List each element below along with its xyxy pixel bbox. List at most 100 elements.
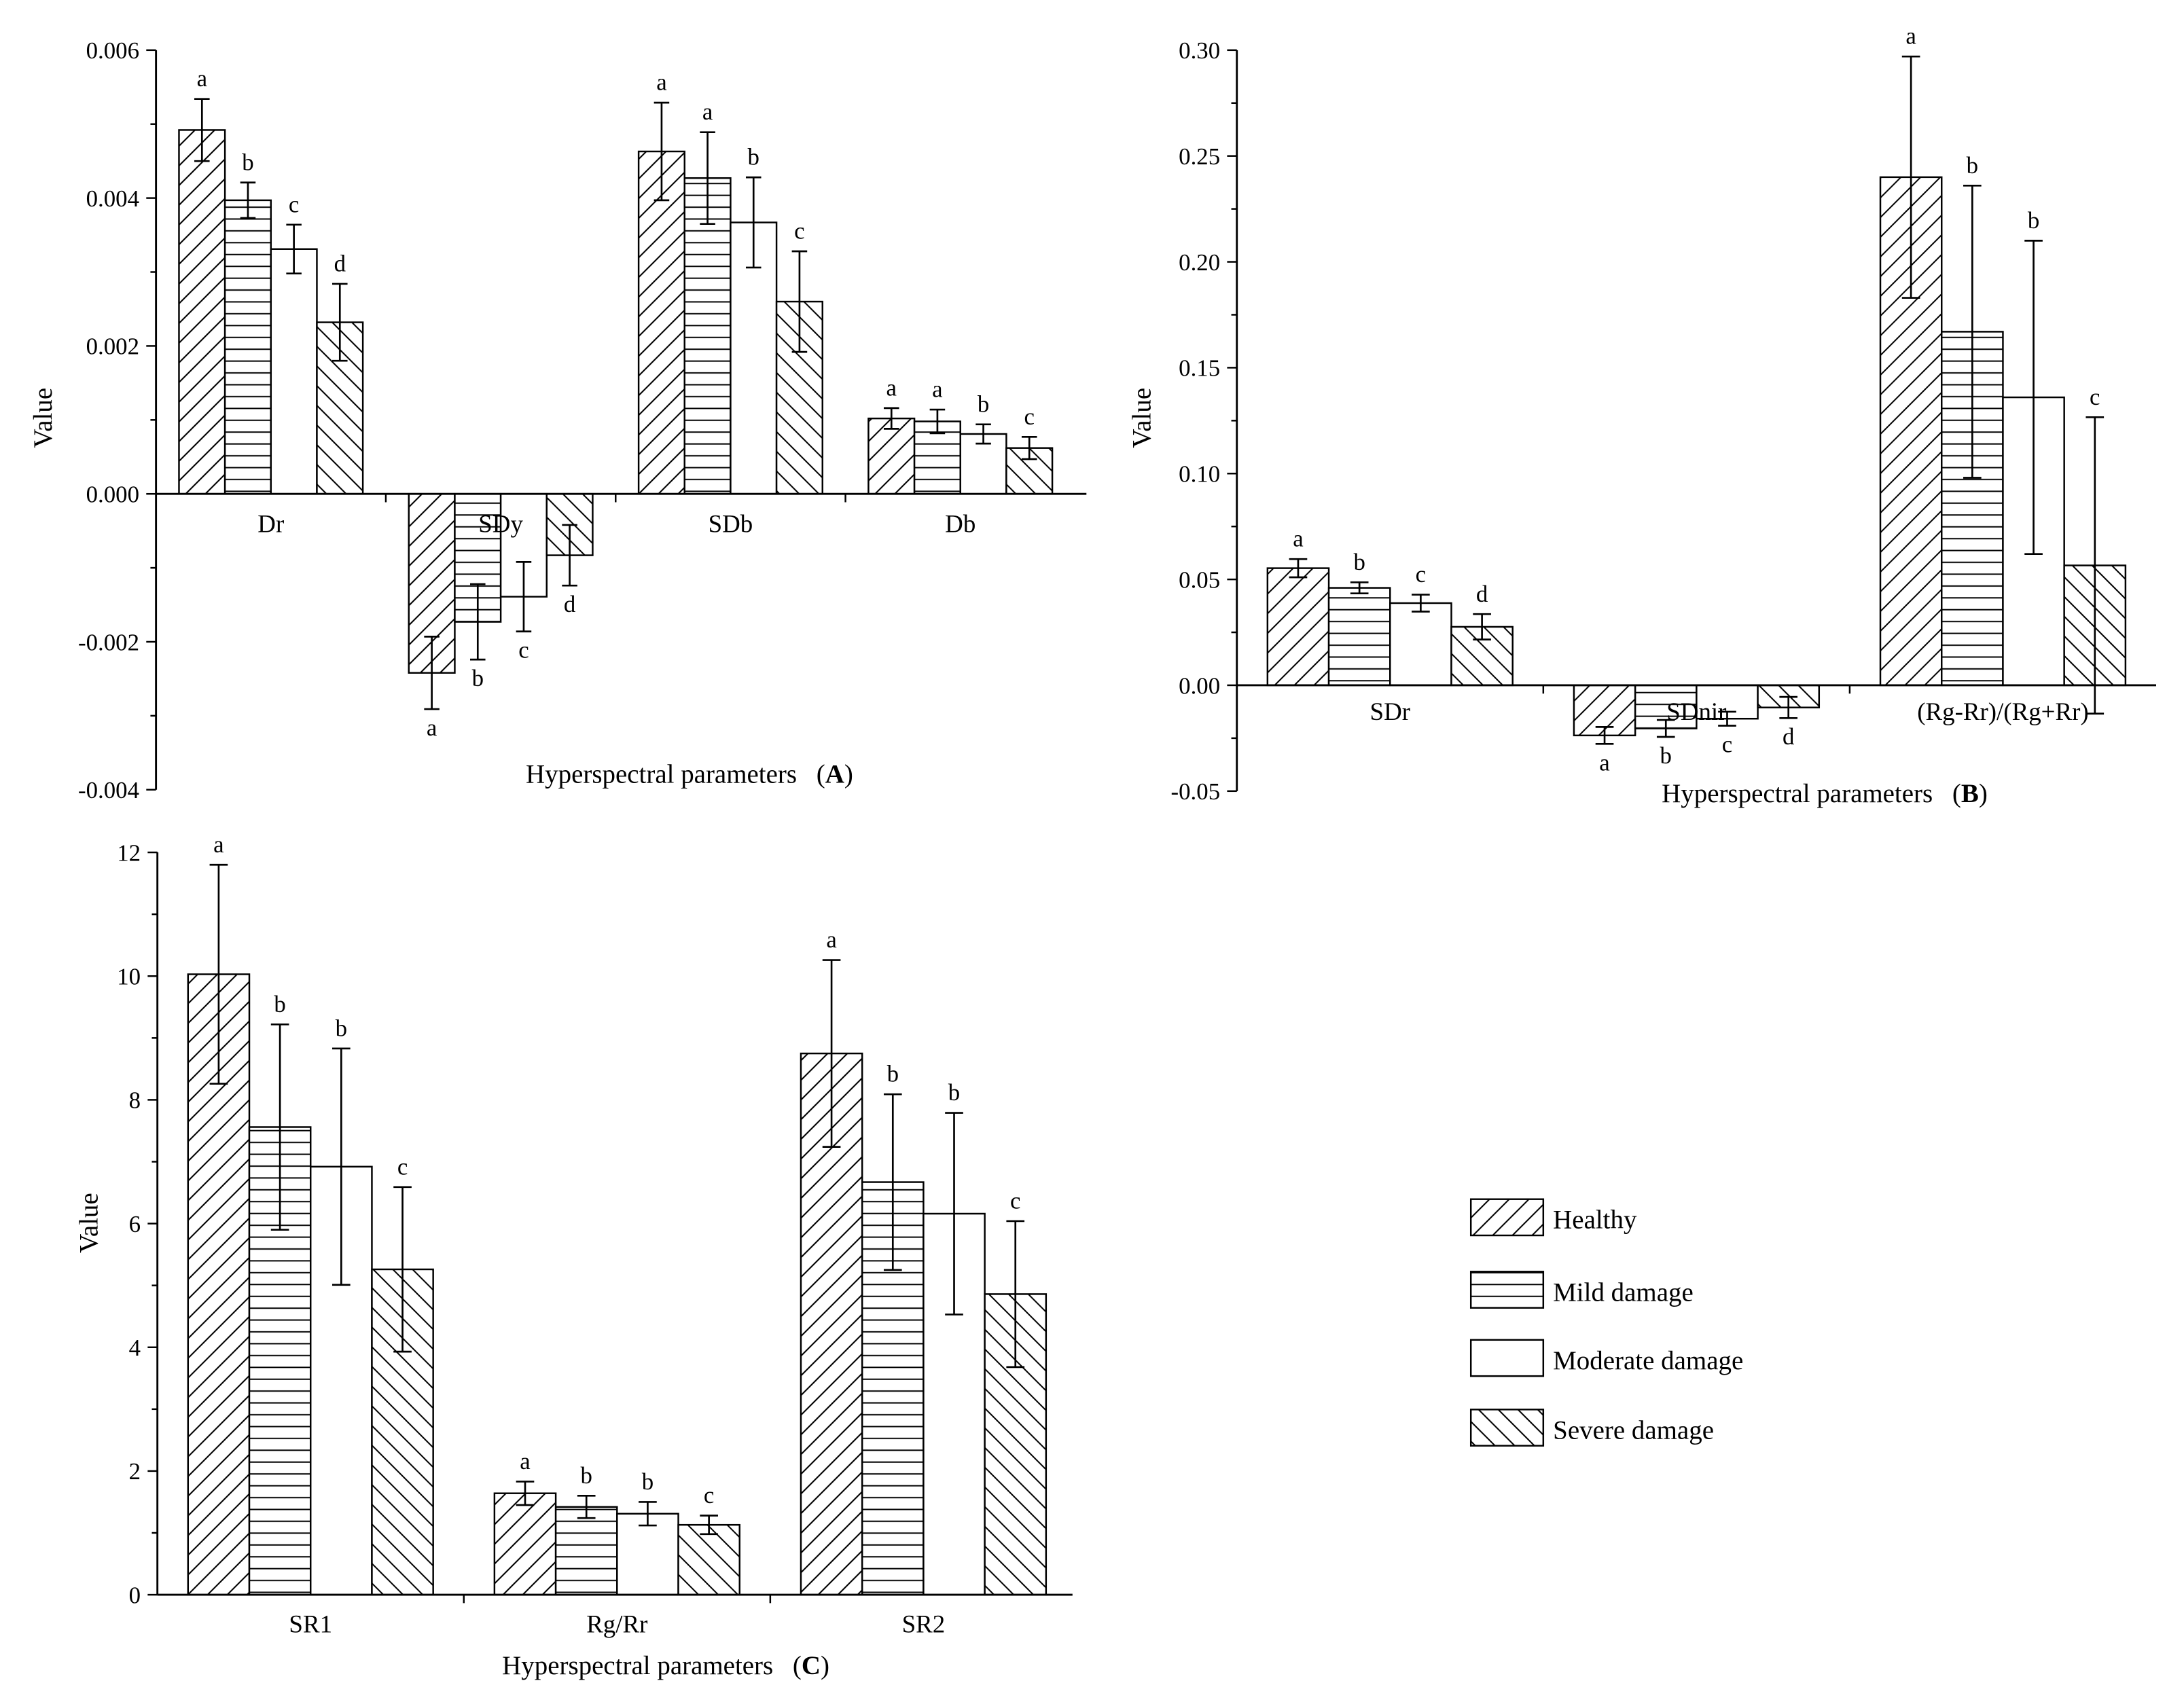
error-bar-a-sdy-severe-damage — [562, 524, 577, 587]
legend-swatch-moderate-damage — [1469, 1339, 1545, 1377]
error-bar-c-sr1-healthy — [209, 863, 228, 1085]
significance-letter-c-sr1-healthy: a — [213, 831, 223, 858]
panel-letter-a: A — [825, 760, 844, 789]
y-axis-title-b: Value — [1128, 388, 1157, 448]
panel-paren-close-c: ) — [821, 1651, 829, 1680]
error-bar-a-dr-moderate-damage — [286, 223, 302, 275]
error-bar-c-sr2-severe-damage — [1006, 1220, 1025, 1369]
category-label-c-sr1: SR1 — [289, 1610, 332, 1637]
error-bar-b-sdnir-moderate-damage — [1718, 710, 1736, 727]
y-tick-label-b-0: -0.05 — [1171, 778, 1221, 805]
significance-letter-c-sr2-moderate-damage: b — [948, 1079, 960, 1106]
y-tick-label-b-5: 0.20 — [1179, 249, 1220, 276]
error-bars-b — [1289, 55, 2105, 745]
y-tick-label-b-4: 0.15 — [1179, 355, 1220, 382]
legend-label-moderate-damage: Moderate damage — [1553, 1346, 1743, 1375]
significance-letter-b-sdr-healthy: a — [1293, 526, 1303, 552]
significance-letter-c-sr1-moderate-damage: b — [336, 1015, 347, 1041]
legend-label-mild-damage: Mild damage — [1553, 1278, 1694, 1307]
category-labels-a: Dr SDy SDb Db — [257, 509, 975, 537]
y-tick-label-c-6: 12 — [117, 839, 141, 866]
y-tick-label-b-7: 0.30 — [1179, 37, 1220, 64]
legend-item-healthy: Healthy — [1469, 1198, 1637, 1237]
error-bar-a-sdb-healthy — [654, 101, 670, 202]
bar-b-sdr-healthy — [1266, 567, 1330, 687]
bar-b-sdr-moderate-damage — [1389, 602, 1452, 687]
error-bar-a-dr-mild-damage — [240, 181, 256, 219]
error-bar-a-sdy-mild-damage — [470, 583, 486, 661]
axes-a: -0.004 -0.002 0.000 0.002 0.004 0.006 — [78, 37, 1087, 803]
significance-letter-a-sdb-moderate-damage: b — [748, 144, 759, 170]
significance-letter-a-db-moderate-damage: b — [978, 391, 989, 417]
panel-paren-close-a: ) — [844, 760, 853, 789]
y-tick-label-b-3: 0.10 — [1179, 461, 1220, 488]
panel-letter-c: C — [802, 1651, 821, 1680]
y-axis-title-c: Value — [75, 1193, 104, 1253]
legend: Healthy Mild damage Moderate damage Seve… — [1469, 1198, 1743, 1447]
significance-letter-a-sdb-severe-damage: c — [794, 218, 804, 245]
error-bar-a-dr-severe-damage — [332, 283, 348, 362]
y-tick-label-a-1: -0.002 — [78, 629, 139, 655]
bar-a-db-healthy — [867, 417, 916, 495]
significance-letter-a-sdy-severe-damage: d — [564, 591, 575, 617]
significance-letter-a-dr-healthy: a — [197, 65, 207, 92]
legend-label-severe-damage: Severe damage — [1553, 1415, 1714, 1445]
bar-c-rg-rr-mild-damage — [554, 1506, 618, 1596]
error-bar-a-db-severe-damage — [1021, 436, 1037, 460]
significance-letter-a-sdb-healthy: a — [656, 69, 666, 96]
bars-a — [178, 129, 1054, 674]
error-bar-a-sdb-severe-damage — [791, 250, 808, 353]
significance-letter-a-dr-mild-damage: b — [242, 149, 253, 175]
bar-c-rg-rr-healthy — [493, 1492, 557, 1596]
bar-a-sdb-mild-damage — [683, 177, 732, 495]
error-bar-b-sdr-severe-damage — [1473, 613, 1491, 640]
legend-swatch-severe-damage — [1469, 1409, 1545, 1447]
error-bar-b-rg-rr-rg-rr-healthy — [1901, 55, 1920, 299]
y-tick-label-a-5: 0.006 — [86, 37, 139, 64]
error-bar-a-db-mild-damage — [929, 408, 946, 435]
category-label-b-sdr: SDr — [1370, 698, 1410, 725]
significance-letter-a-dr-moderate-damage: c — [289, 191, 299, 217]
error-bar-b-sdr-healthy — [1289, 558, 1308, 579]
error-bar-b-sdnir-severe-damage — [1779, 695, 1798, 719]
error-bar-a-sdb-moderate-damage — [745, 176, 762, 269]
error-bar-b-sdnir-mild-damage — [1656, 719, 1675, 738]
significance-letter-b-rg-rr-rg-rr-severe-damage: c — [2090, 384, 2100, 410]
error-bar-b-rg-rr-rg-rr-severe-damage — [2085, 416, 2105, 715]
significance-letter-b-rg-rr-rg-rr-mild-damage: b — [1967, 152, 1978, 179]
significance-letter-c-sr1-mild-damage: b — [274, 991, 285, 1017]
significance-letter-a-db-healthy: a — [887, 374, 897, 401]
significance-letter-b-sdr-severe-damage: d — [1476, 581, 1488, 607]
significance-letter-c-rg-rr-healthy: a — [520, 1448, 530, 1474]
x-axis-title-text-a: Hyperspectral parameters — [526, 760, 797, 789]
x-axis-title-c: Hyperspectral parameters (C) — [502, 1651, 829, 1680]
error-bar-c-rg-rr-mild-damage — [577, 1495, 596, 1519]
panel-paren-open-a: ( — [817, 760, 825, 789]
significance-letter-c-rg-rr-moderate-damage: b — [642, 1468, 654, 1495]
category-labels-c: SR1 Rg/Rr SR2 — [289, 1610, 945, 1637]
significance-letter-c-sr2-healthy: a — [826, 926, 836, 953]
significance-letter-a-db-severe-damage: c — [1024, 403, 1034, 430]
significance-letter-b-sdnir-healthy: a — [1599, 749, 1609, 776]
panel-paren-open-b: ( — [1952, 779, 1961, 808]
panel-letter-b: B — [1961, 779, 1979, 808]
y-tick-label-c-2: 4 — [129, 1335, 141, 1361]
y-tick-label-b-6: 0.25 — [1179, 143, 1220, 170]
category-label-a-db: Db — [945, 509, 975, 537]
significance-letters-c: a b b c a b b c a b b c — [213, 831, 1020, 1508]
significance-letter-c-sr2-mild-damage: b — [887, 1061, 899, 1087]
error-bar-c-rg-rr-moderate-damage — [639, 1501, 657, 1527]
category-label-c-sr2: SR2 — [902, 1610, 946, 1637]
bar-a-dr-mild-damage — [223, 199, 272, 495]
category-label-b-rg-rr-rg-rr: (Rg-Rr)/(Rg+Rr) — [1917, 698, 2088, 726]
category-label-a-dr: Dr — [257, 509, 284, 537]
x-axis-title-text-c: Hyperspectral parameters — [502, 1651, 773, 1680]
error-bar-a-sdy-moderate-damage — [516, 561, 532, 633]
legend-item-severe-damage: Severe damage — [1469, 1409, 1714, 1447]
significance-letter-a-sdy-mild-damage: b — [472, 665, 484, 691]
significance-letter-b-sdr-mild-damage: b — [1353, 549, 1365, 575]
axes-c: 0 2 4 6 8 10 12 — [117, 839, 1073, 1608]
error-bar-b-sdnir-healthy — [1595, 726, 1614, 745]
legend-label-healthy: Healthy — [1553, 1206, 1637, 1235]
